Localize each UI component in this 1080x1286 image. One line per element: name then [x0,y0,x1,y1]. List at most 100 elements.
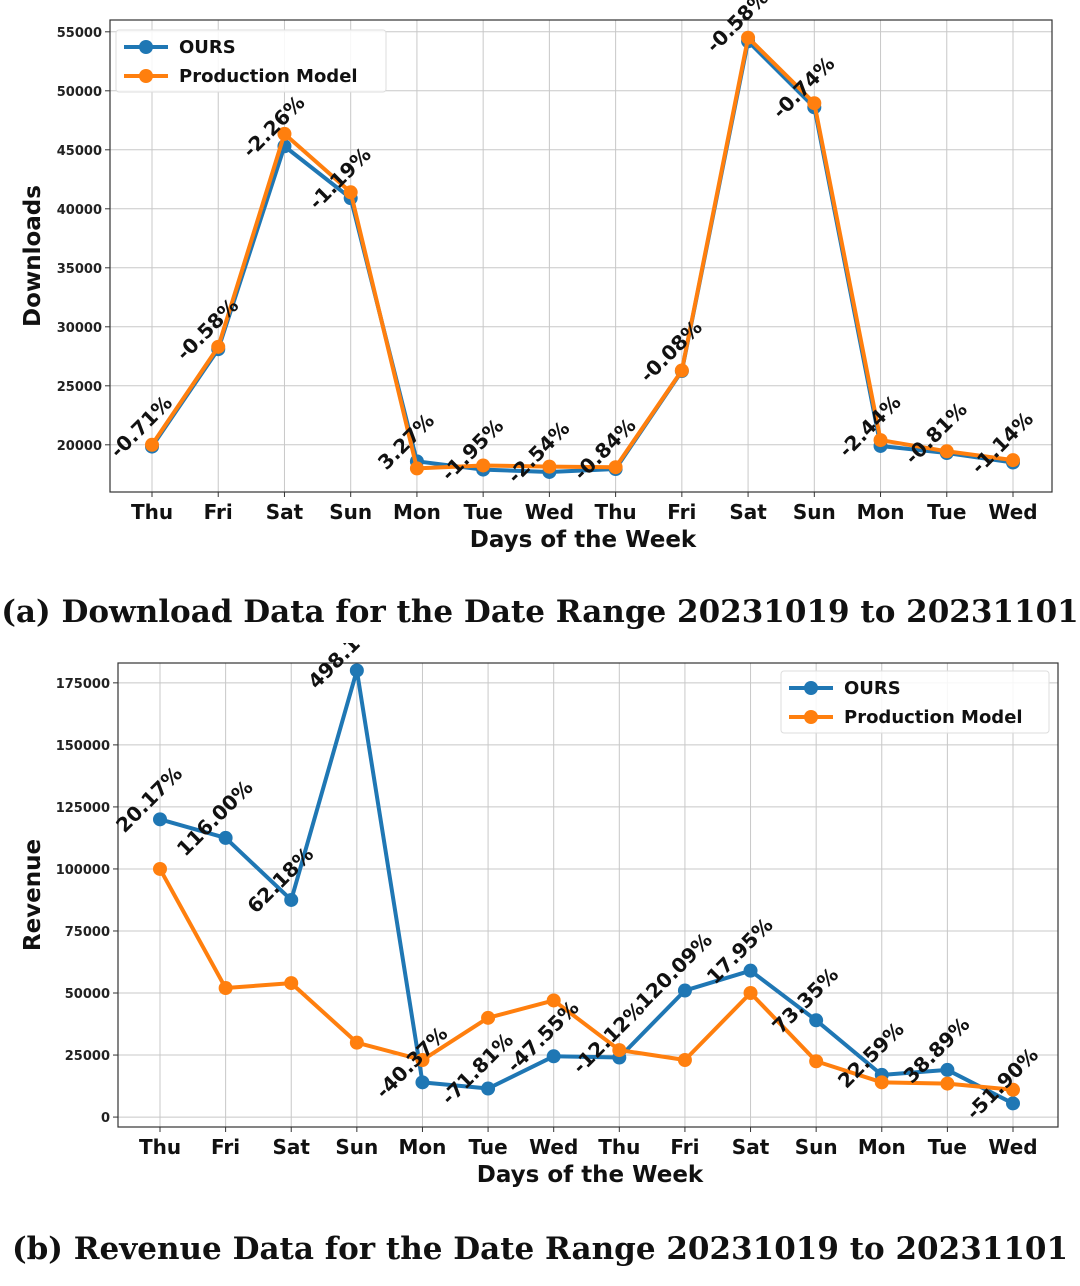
series-line-production-model [158,867,1014,1092]
data-point-production-model [873,433,888,448]
x-tick-label: Sat [266,500,304,524]
data-point-production-model [807,96,822,111]
data-point-production-model [940,1076,955,1091]
x-tick-label: Wed [988,1135,1037,1159]
x-tick-label: Thu [595,500,637,524]
x-tick-label: Sat [729,500,767,524]
x-tick-label: Mon [857,500,905,524]
x-tick-label: Wed [988,500,1037,524]
y-tick-label: 20000 [57,439,102,454]
legend-box [115,29,387,93]
x-tick-label: Sun [793,500,836,524]
data-point-ours [218,830,233,845]
legend-label-ours: OURS [179,37,236,58]
x-tick-label: Tue [468,1135,507,1159]
x-tick-label: Sun [795,1135,838,1159]
x-tick-label: Wed [529,1135,578,1159]
data-point-production-model [743,986,758,1001]
x-tick-label: Sun [329,500,372,524]
data-point-production-model [674,363,689,378]
data-point-production-model [608,460,623,475]
data-point-ours [809,1013,824,1028]
download-figure: 20000 25000 30000 35000 40000 45000 50000 55000… [1,0,1079,630]
data-point-ours [153,812,167,827]
x-axis-label: Days of the Week [477,1162,704,1188]
y-tick-label: 40000 [57,203,102,218]
data-point-production-model [415,1053,430,1068]
x-tick-label: Fri [211,1135,240,1159]
x-tick-label: Mon [858,1135,906,1159]
y-tick-label: 50000 [65,987,110,1002]
data-point-production-model [1006,1082,1020,1097]
plot-frame [117,662,1059,1128]
x-tick-label: Wed [525,500,574,524]
x-axis-label: Days of the Week [470,527,697,553]
y-tick-label: 55000 [57,26,102,41]
legend-marker-production-model [804,710,818,724]
data-point-production-model [153,861,167,876]
data-point-production-model [349,1035,364,1050]
y-tick-label: 175000 [56,677,110,692]
y-tick-label: 25000 [57,380,102,395]
data-point-production-model [874,1075,889,1090]
data-point-ours [743,963,758,978]
data-point-production-model [542,459,557,474]
data-point-ours [481,1081,496,1096]
data-point-production-model [741,30,756,45]
download-chart: 20000 25000 30000 35000 40000 45000 50000 55000… [20,0,1053,553]
legend-label-ours: OURS [844,678,901,699]
plot-area [118,663,1058,1127]
data-point-production-model [284,976,299,991]
y-tick-label: 30000 [57,321,102,336]
series-line-production-model [150,35,1014,471]
y-tick-label: 100000 [56,863,110,878]
data-point-ours [1006,1096,1020,1111]
series-line-ours [159,668,1014,1106]
data-point-production-model [481,1010,496,1025]
x-tick-label: Sat [272,1135,310,1159]
x-tick-label: Fri [670,1135,699,1159]
legend-marker-ours [139,40,153,54]
x-tick-label: Fri [204,500,233,524]
data-point-production-model [409,461,424,476]
x-tick-label: Fri [667,500,696,524]
legend-label-production-model: Production Model [179,66,358,87]
x-tick-label: Thu [139,1135,181,1159]
data-point-production-model [277,126,292,141]
legend-label-production-model: Production Model [844,707,1023,728]
data-point-ours [940,1062,955,1077]
x-tick-label: Mon [399,1135,447,1159]
data-point-ours [546,1049,561,1064]
x-tick-label: Sun [335,1135,378,1159]
revenue-caption: (b) Revenue Data for the Date Range 2023… [11,1231,1069,1267]
download-caption: (a) Download Data for the Date Range 202… [1,594,1079,630]
x-tick-label: Tue [928,1135,967,1159]
data-point-production-model [211,339,226,354]
y-tick-label: 0 [101,1111,110,1126]
y-tick-label: 50000 [57,85,102,100]
y-tick-label: 25000 [65,1049,110,1064]
y-axis-label: Revenue [20,839,46,951]
legend-box [780,670,1050,734]
data-point-production-model [343,185,358,200]
data-point-production-model [612,1043,627,1058]
data-point-production-model [809,1054,824,1069]
y-tick-label: 150000 [56,739,110,754]
plot-frame [109,19,1053,493]
revenue-figure: 0 25000 50000 75000 100000 125000 150000 175000… [0,643,1080,1286]
x-tick-label: Thu [131,500,173,524]
data-point-ours [677,983,692,998]
x-tick-label: Mon [393,500,441,524]
y-tick-label: 45000 [57,144,102,159]
x-tick-label: Tue [464,500,503,524]
data-point-production-model [939,444,954,459]
data-point-production-model [1006,453,1020,468]
data-point-production-model [218,981,233,996]
data-point-production-model [546,993,561,1008]
y-axis-label: Downloads [20,185,46,327]
data-point-production-model [476,458,491,473]
legend-marker-ours [804,681,818,695]
y-tick-label: 35000 [57,262,102,277]
y-tick-label: 75000 [65,925,110,940]
data-point-ours [415,1075,430,1090]
